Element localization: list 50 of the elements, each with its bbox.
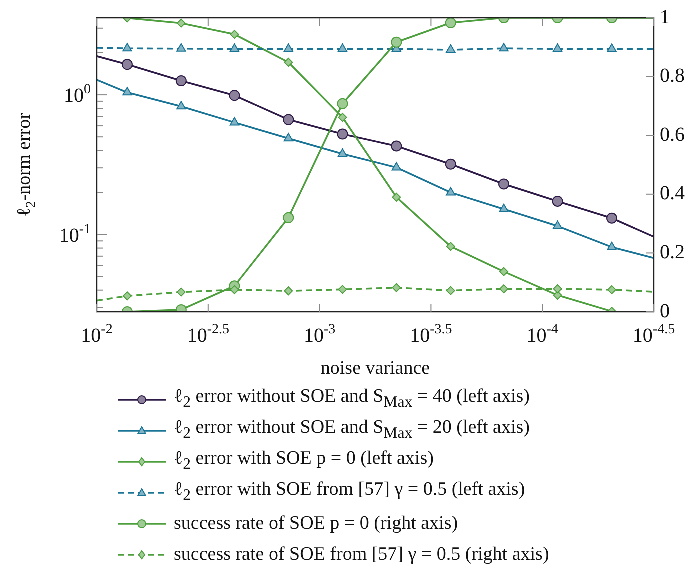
y2-tick-label: 0.4	[660, 182, 685, 205]
point	[176, 76, 187, 87]
point	[337, 128, 348, 140]
point	[176, 43, 186, 52]
point	[338, 44, 348, 52]
point	[284, 58, 294, 67]
legend-label: ℓ$_{2}$ error with SOE from [57] γ = 0.5 (left axis)	[174, 478, 526, 506]
point	[607, 242, 617, 250]
point	[392, 192, 402, 202]
point	[230, 44, 240, 52]
point	[284, 133, 294, 142]
point	[607, 44, 617, 52]
point	[392, 162, 402, 171]
y2-tick-label: 0	[660, 300, 670, 322]
point	[446, 44, 456, 54]
legend-label: ℓ$_{2}$ error with SOE p = 0 (left axis)	[174, 447, 434, 475]
point	[122, 43, 132, 52]
y2-tick-label: 0.6	[660, 124, 685, 146]
point	[552, 220, 563, 230]
y2-tick-label: 1	[660, 6, 670, 28]
point	[283, 114, 294, 126]
point	[498, 178, 510, 190]
point	[229, 90, 240, 102]
point	[338, 113, 348, 122]
legend-label: success rate of SOE from [57] γ = 0.5 (right axis)	[174, 543, 550, 567]
point	[552, 196, 564, 207]
point	[230, 117, 240, 126]
point	[391, 140, 402, 152]
point	[499, 204, 509, 212]
point	[284, 44, 294, 52]
y2-tick-label: 0.2	[660, 241, 685, 264]
point	[446, 187, 456, 196]
legend-label: ℓ$_{2}$ error without SOE and S$_{Max}$ = 20 (left axis)	[174, 416, 530, 444]
point	[500, 267, 509, 276]
point	[176, 18, 186, 28]
point	[499, 43, 509, 52]
point	[122, 59, 133, 70]
point	[122, 87, 132, 96]
point	[445, 158, 456, 170]
x-axis-title: noise variance	[320, 358, 430, 379]
point	[446, 242, 456, 252]
legend-label: success rate of SOE p = 0 (right axis)	[174, 512, 458, 536]
y2-tick-label: 0.8	[660, 65, 685, 88]
point	[338, 148, 348, 158]
point	[606, 212, 618, 224]
legend-label: ℓ$_{2}$ error without SOE and S$_{Max}$ = 40 (left axis)	[174, 385, 530, 413]
point	[230, 30, 240, 40]
point	[552, 44, 563, 52]
y-axis-title: ℓ2-norm error	[14, 112, 38, 217]
point	[176, 101, 186, 110]
